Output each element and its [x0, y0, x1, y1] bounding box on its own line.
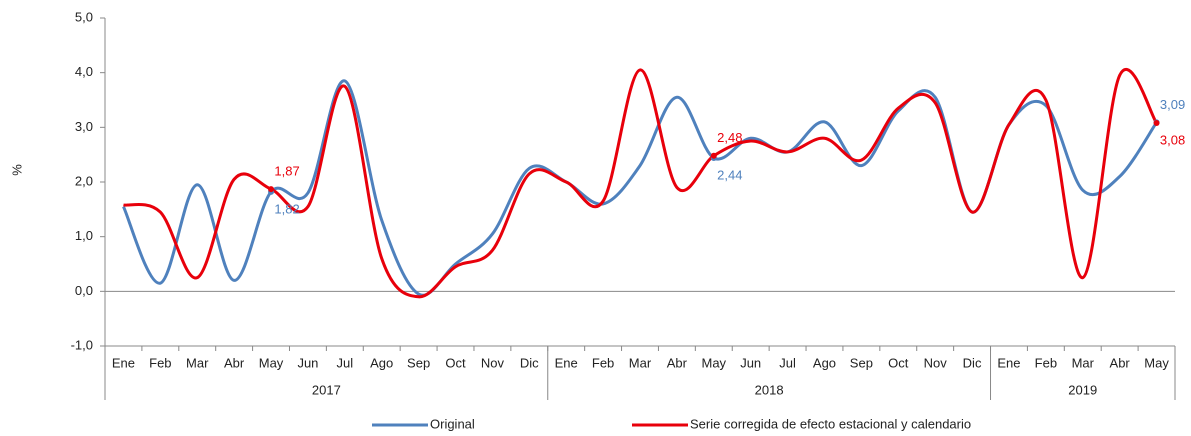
- point-marker: [268, 186, 275, 193]
- x-tick-label: Abr: [224, 355, 245, 370]
- series-line: [123, 67, 1158, 299]
- y-tick-label: 3,0: [75, 119, 93, 134]
- y-tick-label: 4,0: [75, 64, 93, 79]
- value-label: 2,48: [717, 130, 742, 145]
- y-tick-label: 5,0: [75, 9, 93, 24]
- x-tick-label: May: [702, 355, 727, 370]
- x-tick-label: Feb: [1035, 355, 1057, 370]
- y-tick-label: 1,0: [75, 228, 93, 243]
- y-tick-label: 2,0: [75, 173, 93, 188]
- x-tick-label: Mar: [1072, 355, 1095, 370]
- x-tick-label: Feb: [149, 355, 171, 370]
- x-tick-label: Jun: [297, 355, 318, 370]
- point-marker: [710, 152, 717, 159]
- legend-label: Original: [430, 416, 475, 431]
- x-tick-label: Oct: [888, 355, 909, 370]
- series-line: [122, 79, 1158, 297]
- x-tick-label: Sep: [850, 355, 873, 370]
- x-tick-label: Ago: [370, 355, 393, 370]
- value-label: 1,87: [274, 164, 299, 179]
- x-tick-label: Ago: [813, 355, 836, 370]
- x-tick-label: Ene: [997, 355, 1020, 370]
- x-tick-label: Dic: [963, 355, 982, 370]
- x-tick-label: Dic: [520, 355, 539, 370]
- y-axis-label: %: [9, 164, 24, 176]
- x-tick-label: Ene: [112, 355, 135, 370]
- x-tick-label: Abr: [667, 355, 688, 370]
- x-tick-label: Feb: [592, 355, 614, 370]
- x-tick-label: Jul: [337, 355, 354, 370]
- x-tick-label: May: [1144, 355, 1169, 370]
- x-tick-label: Ene: [555, 355, 578, 370]
- x-tick-label: Mar: [186, 355, 209, 370]
- group-label: 2018: [755, 382, 784, 397]
- y-tick-label: -1,0: [71, 337, 93, 352]
- y-tick-label: 0,0: [75, 283, 93, 298]
- value-label: 1,82: [274, 201, 299, 216]
- x-tick-label: Mar: [629, 355, 652, 370]
- group-label: 2017: [312, 382, 341, 397]
- x-tick-label: Jul: [779, 355, 796, 370]
- point-marker: [1153, 119, 1160, 126]
- x-tick-label: Jun: [740, 355, 761, 370]
- value-label: 3,08: [1160, 132, 1185, 147]
- x-tick-label: May: [259, 355, 284, 370]
- legend-label: Serie corregida de efecto estacional y c…: [690, 416, 971, 431]
- x-tick-label: Nov: [924, 355, 948, 370]
- group-label: 2019: [1068, 382, 1097, 397]
- x-tick-label: Oct: [445, 355, 466, 370]
- value-label: 3,09: [1160, 97, 1185, 112]
- x-tick-label: Nov: [481, 355, 505, 370]
- x-tick-label: Sep: [407, 355, 430, 370]
- value-label: 2,44: [717, 167, 742, 182]
- x-tick-label: Abr: [1110, 355, 1131, 370]
